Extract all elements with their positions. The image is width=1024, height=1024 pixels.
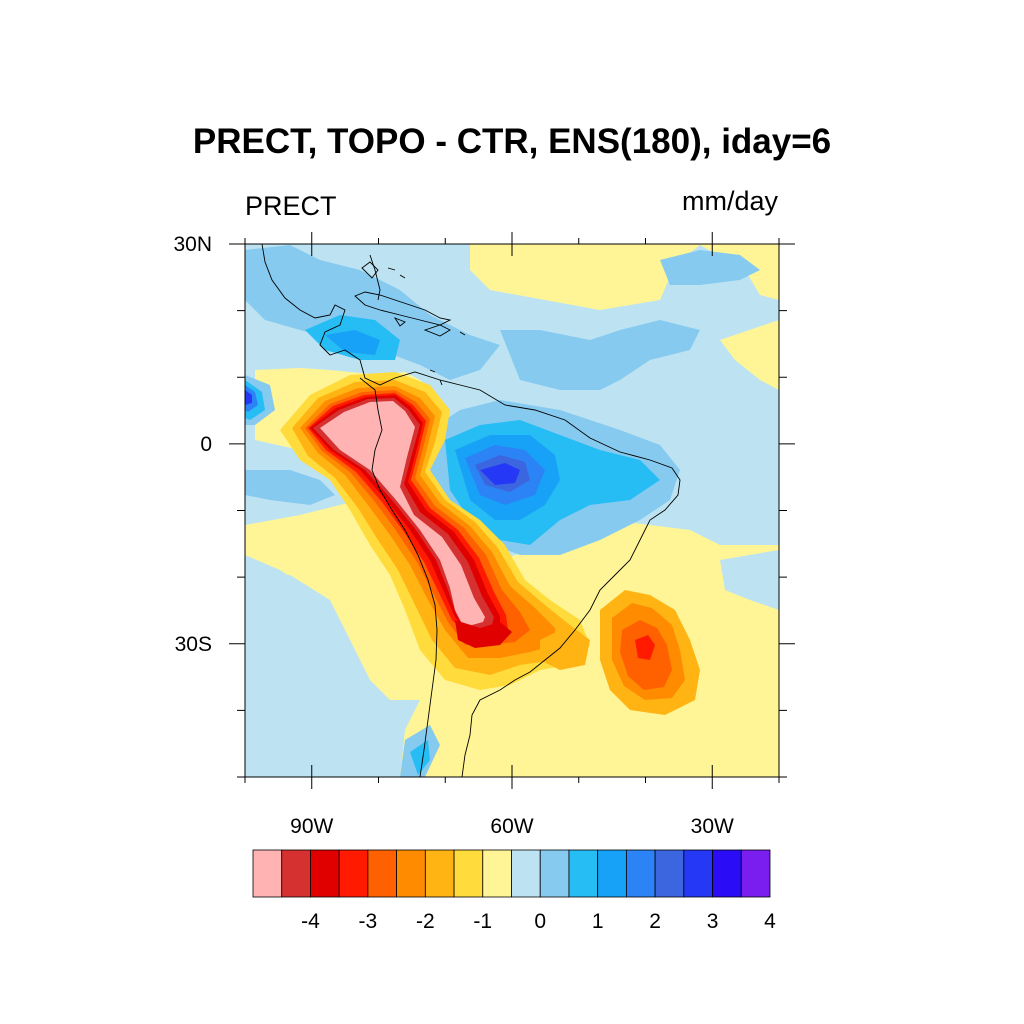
colorbar-box [281, 849, 311, 898]
colorbar-labels: -4 -3 -2 -1 0 1 2 3 4 [301, 910, 776, 933]
cuba-coastline [354, 291, 452, 326]
south-america-west-coast [359, 377, 438, 777]
colorbar-box [338, 849, 369, 898]
jamaica-coastline [393, 317, 406, 327]
coastlines [261, 244, 681, 777]
colorbar-box [654, 849, 685, 898]
colorbar-box [252, 849, 283, 898]
colorbar-label: 2 [649, 910, 661, 933]
colorbar-box [597, 849, 627, 898]
lat-tick-label: 30S [175, 633, 212, 656]
lat-tick-label: 0 [200, 433, 212, 456]
florida-coastline [361, 261, 379, 279]
colorbar-label: -1 [473, 910, 492, 933]
small-islands [387, 267, 466, 386]
florida-peninsula [369, 254, 381, 301]
units-string: mm/day [681, 186, 778, 216]
colorbar-box [482, 849, 512, 898]
lon-tick-label: 30W [691, 815, 734, 838]
blue-3-regions [245, 330, 560, 520]
colorbar-box [568, 849, 599, 898]
colorbar-label: -3 [359, 910, 378, 933]
map-tick-labels: 90W 60W 30W 30N 0 30S [173, 233, 734, 838]
colorbar-label: 4 [764, 910, 776, 933]
colorbar-box [539, 849, 570, 898]
hispaniola-coastline [423, 324, 451, 337]
colorbar-label: 0 [534, 910, 546, 933]
colorbar-box [511, 849, 541, 898]
south-america-east-coast [261, 244, 681, 777]
south-atlantic-anomaly [540, 590, 700, 715]
colorbar-label: -4 [301, 910, 320, 933]
contour-field [245, 244, 779, 777]
colorbar-box [310, 849, 340, 898]
colorbar-box [367, 849, 398, 898]
colorbar-box [424, 849, 455, 898]
plot-title: PRECT, TOPO - CTR, ENS(180), iday=6 [192, 122, 832, 161]
lon-tick-label: 60W [490, 815, 533, 838]
colorbar-box [740, 849, 771, 898]
lat-tick-label: 30N [173, 233, 212, 256]
map-ticks [229, 232, 795, 789]
colorbar-box [712, 849, 742, 898]
light-blue-south [245, 550, 779, 777]
lon-tick-label: 90W [290, 815, 333, 838]
colorbar-label: 1 [592, 910, 604, 933]
colorbar-box [683, 849, 713, 898]
colorbar-label: -2 [416, 910, 435, 933]
colorbar-box [453, 849, 484, 898]
colorbar-box [396, 849, 426, 898]
colorbar-label: 3 [707, 910, 719, 933]
colorbar [252, 849, 771, 898]
andes-anomaly [280, 372, 590, 690]
colorbar-box [625, 849, 656, 898]
left-string: PRECT [245, 191, 337, 221]
